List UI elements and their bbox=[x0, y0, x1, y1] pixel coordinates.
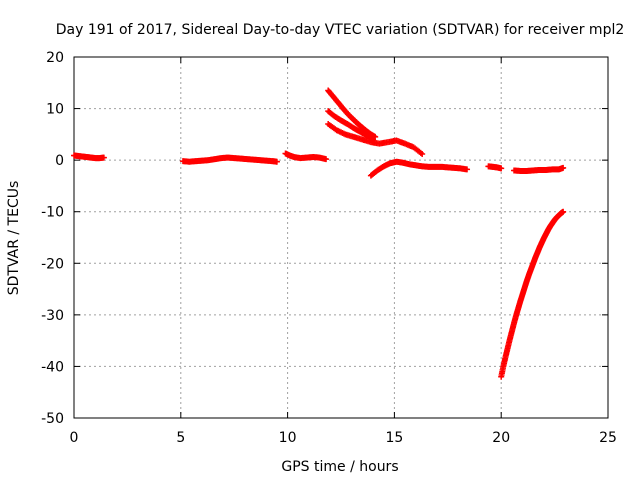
series-seg7 bbox=[367, 158, 471, 179]
series-seg3 bbox=[282, 150, 330, 163]
x-tick-label: 5 bbox=[176, 430, 185, 446]
x-tick-label: 15 bbox=[385, 430, 403, 446]
series-seg9 bbox=[511, 164, 567, 174]
y-tick-label: -10 bbox=[41, 205, 64, 221]
x-tick-label: 20 bbox=[492, 430, 510, 446]
data-point bbox=[498, 165, 505, 172]
y-tick-label: -30 bbox=[41, 308, 64, 324]
x-axis-label: GPS time / hours bbox=[281, 459, 398, 475]
data-point bbox=[100, 154, 107, 161]
data-points bbox=[71, 87, 567, 380]
series-seg2 bbox=[179, 154, 280, 165]
chart-title: Day 191 of 2017, Sidereal Day-to-day VTE… bbox=[56, 22, 625, 38]
plot-border bbox=[73, 56, 609, 419]
y-tick-label: -40 bbox=[41, 359, 64, 375]
y-axis-label: SDTVAR / TECUs bbox=[6, 181, 22, 296]
y-ticks: -50 -40 -30 -20 -10 0 10 20 bbox=[41, 50, 608, 427]
data-point bbox=[560, 164, 567, 171]
series-seg5 bbox=[325, 108, 377, 143]
data-point bbox=[464, 166, 471, 173]
x-tick-label: 10 bbox=[279, 430, 297, 446]
x-ticks: 0 5 10 15 20 25 bbox=[70, 57, 617, 446]
x-tick-label: 25 bbox=[599, 430, 617, 446]
y-tick-label: -50 bbox=[41, 411, 64, 427]
data-point bbox=[560, 208, 567, 215]
y-tick-label: 20 bbox=[46, 50, 64, 66]
x-tick-label: 0 bbox=[70, 430, 79, 446]
data-point bbox=[419, 150, 426, 157]
y-tick-label: 10 bbox=[46, 102, 64, 118]
series-seg8 bbox=[485, 163, 505, 172]
series-seg6 bbox=[325, 121, 426, 157]
axes-frame bbox=[73, 56, 609, 419]
series-seg1 bbox=[71, 152, 107, 162]
series-seg10 bbox=[498, 208, 567, 380]
data-point bbox=[323, 156, 330, 163]
y-tick-label: -20 bbox=[41, 256, 64, 272]
grid bbox=[74, 57, 608, 418]
data-point bbox=[273, 158, 280, 165]
y-tick-label: 0 bbox=[55, 153, 64, 169]
